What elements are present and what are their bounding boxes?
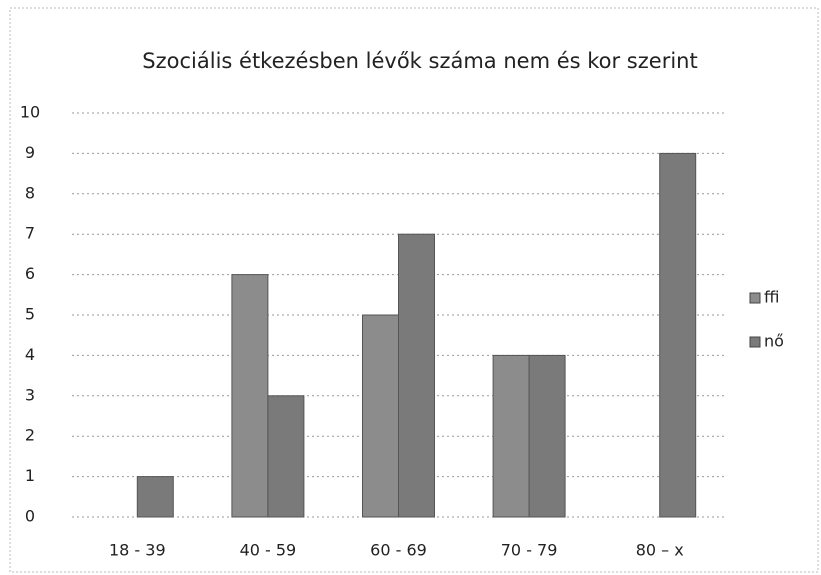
legend-label: nő	[764, 332, 784, 351]
bar	[267, 395, 305, 518]
y-tick-label: 6	[25, 264, 35, 283]
x-tick-label: 80 – x	[636, 541, 684, 560]
y-tick-label: 8	[25, 183, 35, 202]
legend-label: ffi	[764, 288, 779, 307]
y-tick-label: 9	[25, 143, 35, 162]
bar	[492, 354, 530, 518]
bar	[362, 314, 399, 518]
legend-swatch	[749, 292, 761, 304]
bar	[398, 233, 435, 518]
bar	[231, 274, 269, 518]
y-tick-label: 1	[25, 466, 35, 485]
y-tick-label: 5	[25, 305, 35, 324]
y-tick-label: 0	[25, 507, 35, 526]
chart-title: Szociális étkezésben lévők száma nem és …	[142, 49, 697, 73]
x-tick-label: 70 - 79	[501, 541, 558, 560]
bar	[136, 476, 174, 518]
bar	[659, 152, 697, 518]
y-tick-label: 7	[25, 224, 35, 243]
x-tick-label: 40 - 59	[240, 541, 297, 560]
y-tick-label: 4	[25, 345, 35, 364]
x-tick-label: 18 - 39	[109, 541, 166, 560]
x-tick-label: 60 - 69	[370, 541, 427, 560]
y-tick-label: 3	[25, 385, 35, 404]
y-tick-label: 10	[20, 103, 40, 122]
y-tick-label: 2	[25, 426, 35, 445]
bar	[528, 354, 566, 518]
legend-swatch	[749, 336, 761, 348]
